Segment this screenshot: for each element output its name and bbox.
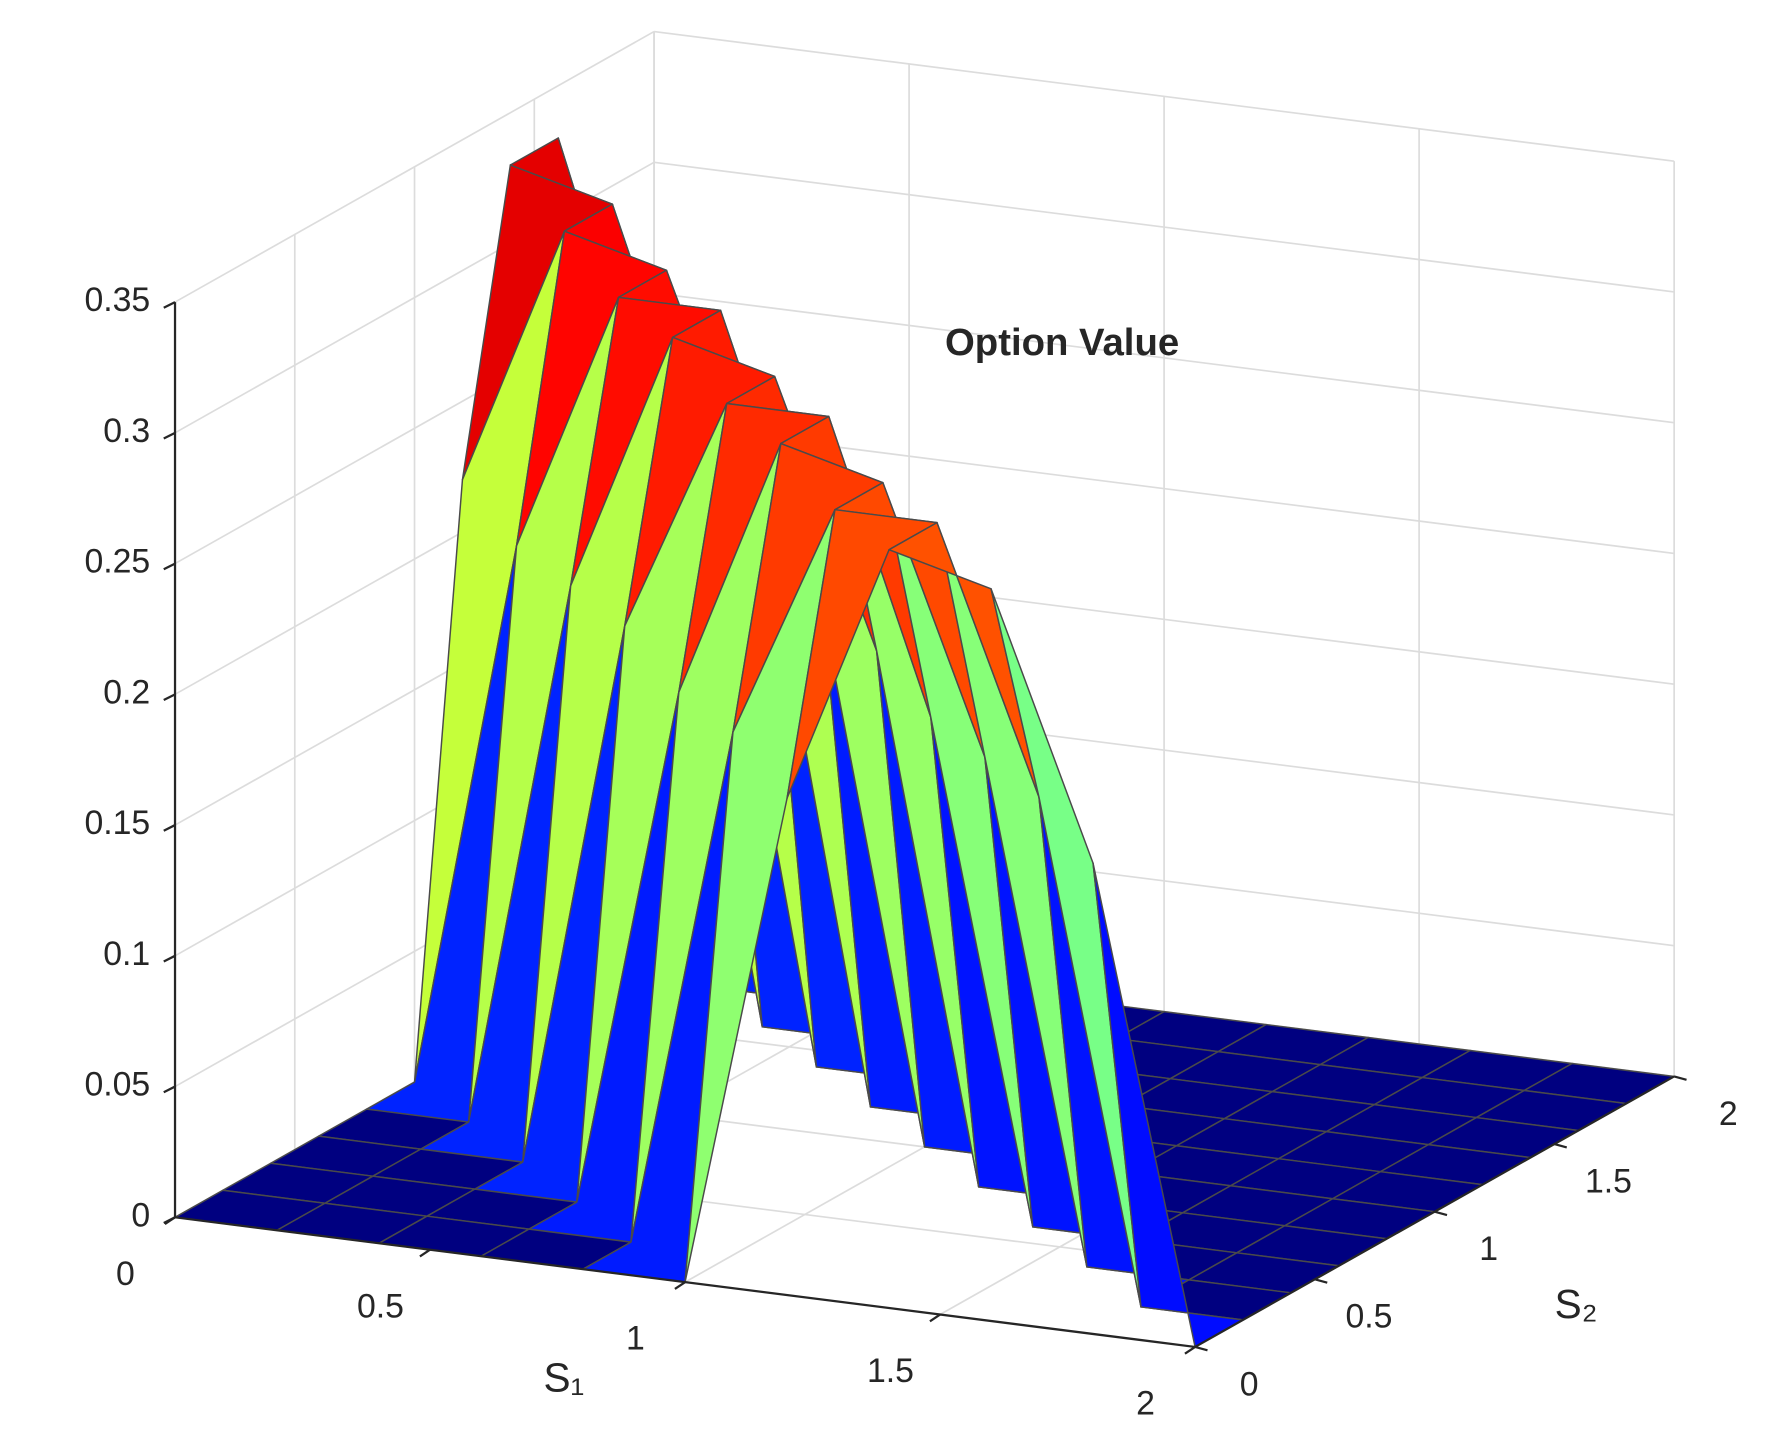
z-tick <box>163 693 176 701</box>
y-tick-label: 0 <box>1240 1365 1259 1403</box>
x-tick <box>674 1281 686 1290</box>
y-tick <box>1554 1142 1568 1149</box>
z-tick-label: 0.1 <box>103 935 150 973</box>
z-tick <box>163 1085 176 1094</box>
x-tick <box>1184 1346 1196 1355</box>
x-tick-label: 1 <box>626 1320 645 1358</box>
z-tick <box>163 301 176 309</box>
surface <box>174 137 1675 1348</box>
z-tick-label: 0.3 <box>103 412 150 450</box>
x-axis-label: S₁ <box>544 1354 585 1400</box>
x-tick <box>929 1313 941 1323</box>
x-tick <box>164 1216 176 1226</box>
z-tick <box>163 431 176 440</box>
x-tick-label: 1.5 <box>867 1352 914 1390</box>
y-axis-label: S₂ <box>1555 1281 1598 1327</box>
z-tick-label: 0.15 <box>84 804 150 842</box>
chart-title: Option Value <box>945 321 1179 364</box>
y-tick <box>1673 1075 1687 1081</box>
y-tick-label: 1.5 <box>1585 1162 1632 1200</box>
y-tick <box>1194 1345 1208 1352</box>
x-tick-label: 2 <box>1136 1384 1155 1422</box>
x-tick <box>419 1248 431 1258</box>
y-tick-label: 2 <box>1719 1095 1738 1133</box>
z-tick-label: 0.35 <box>84 281 150 319</box>
z-tick-label: 0.2 <box>103 673 150 711</box>
y-tick <box>1434 1210 1448 1217</box>
z-tick <box>163 954 176 963</box>
x-tick-label: 0.5 <box>357 1287 404 1325</box>
z-tick-label: 0.25 <box>84 543 150 581</box>
x-tick-label: 0 <box>116 1255 135 1293</box>
y-tick <box>1314 1278 1328 1284</box>
z-tick-label: 0.05 <box>84 1066 150 1104</box>
z-tick <box>163 824 176 832</box>
y-tick-label: 1 <box>1479 1230 1498 1268</box>
z-tick-label: 0 <box>131 1196 150 1234</box>
y-tick-label: 0.5 <box>1345 1298 1392 1336</box>
axes-layer: 0 0.05 0.1 0.15 0.2 0.25 0.3 0.35 0 0.5 1 1.5 2 0 0.5 1… <box>84 281 1737 1422</box>
z-tick <box>163 562 176 571</box>
